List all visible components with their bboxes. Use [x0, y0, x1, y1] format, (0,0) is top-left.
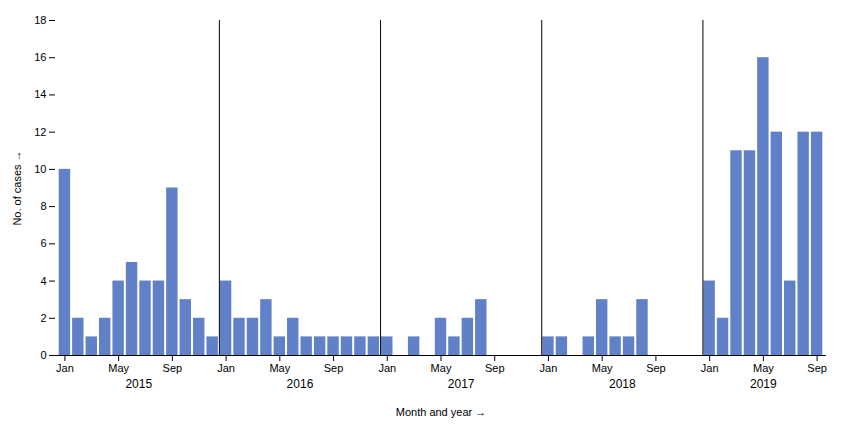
svg-text:Sep: Sep	[646, 362, 666, 374]
svg-text:6: 6	[40, 237, 46, 249]
svg-text:May: May	[431, 362, 452, 374]
svg-text:2018: 2018	[609, 377, 636, 391]
svg-text:Month and year →: Month and year →	[396, 406, 487, 418]
svg-text:4: 4	[40, 275, 46, 287]
svg-text:2017: 2017	[448, 377, 475, 391]
svg-text:16: 16	[34, 51, 46, 63]
svg-text:Sep: Sep	[163, 362, 183, 374]
svg-text:Jan: Jan	[378, 362, 396, 374]
svg-text:10: 10	[34, 163, 46, 175]
svg-text:Jan: Jan	[217, 362, 235, 374]
svg-text:May: May	[753, 362, 774, 374]
svg-text:0: 0	[40, 349, 46, 361]
svg-text:2: 2	[40, 312, 46, 324]
svg-text:2016: 2016	[287, 377, 314, 391]
svg-text:14: 14	[34, 88, 46, 100]
svg-text:May: May	[592, 362, 613, 374]
svg-text:12: 12	[34, 126, 46, 138]
svg-text:May: May	[269, 362, 290, 374]
svg-text:Jan: Jan	[540, 362, 558, 374]
svg-text:Sep: Sep	[485, 362, 505, 374]
svg-text:2015: 2015	[125, 377, 152, 391]
svg-text:No. of cases →: No. of cases →	[11, 150, 23, 225]
svg-text:Jan: Jan	[56, 362, 74, 374]
svg-text:Sep: Sep	[324, 362, 344, 374]
svg-text:2019: 2019	[750, 377, 777, 391]
svg-text:May: May	[108, 362, 129, 374]
svg-text:Jan: Jan	[701, 362, 719, 374]
svg-text:8: 8	[40, 200, 46, 212]
svg-text:Sep: Sep	[807, 362, 827, 374]
svg-text:18: 18	[34, 14, 46, 26]
